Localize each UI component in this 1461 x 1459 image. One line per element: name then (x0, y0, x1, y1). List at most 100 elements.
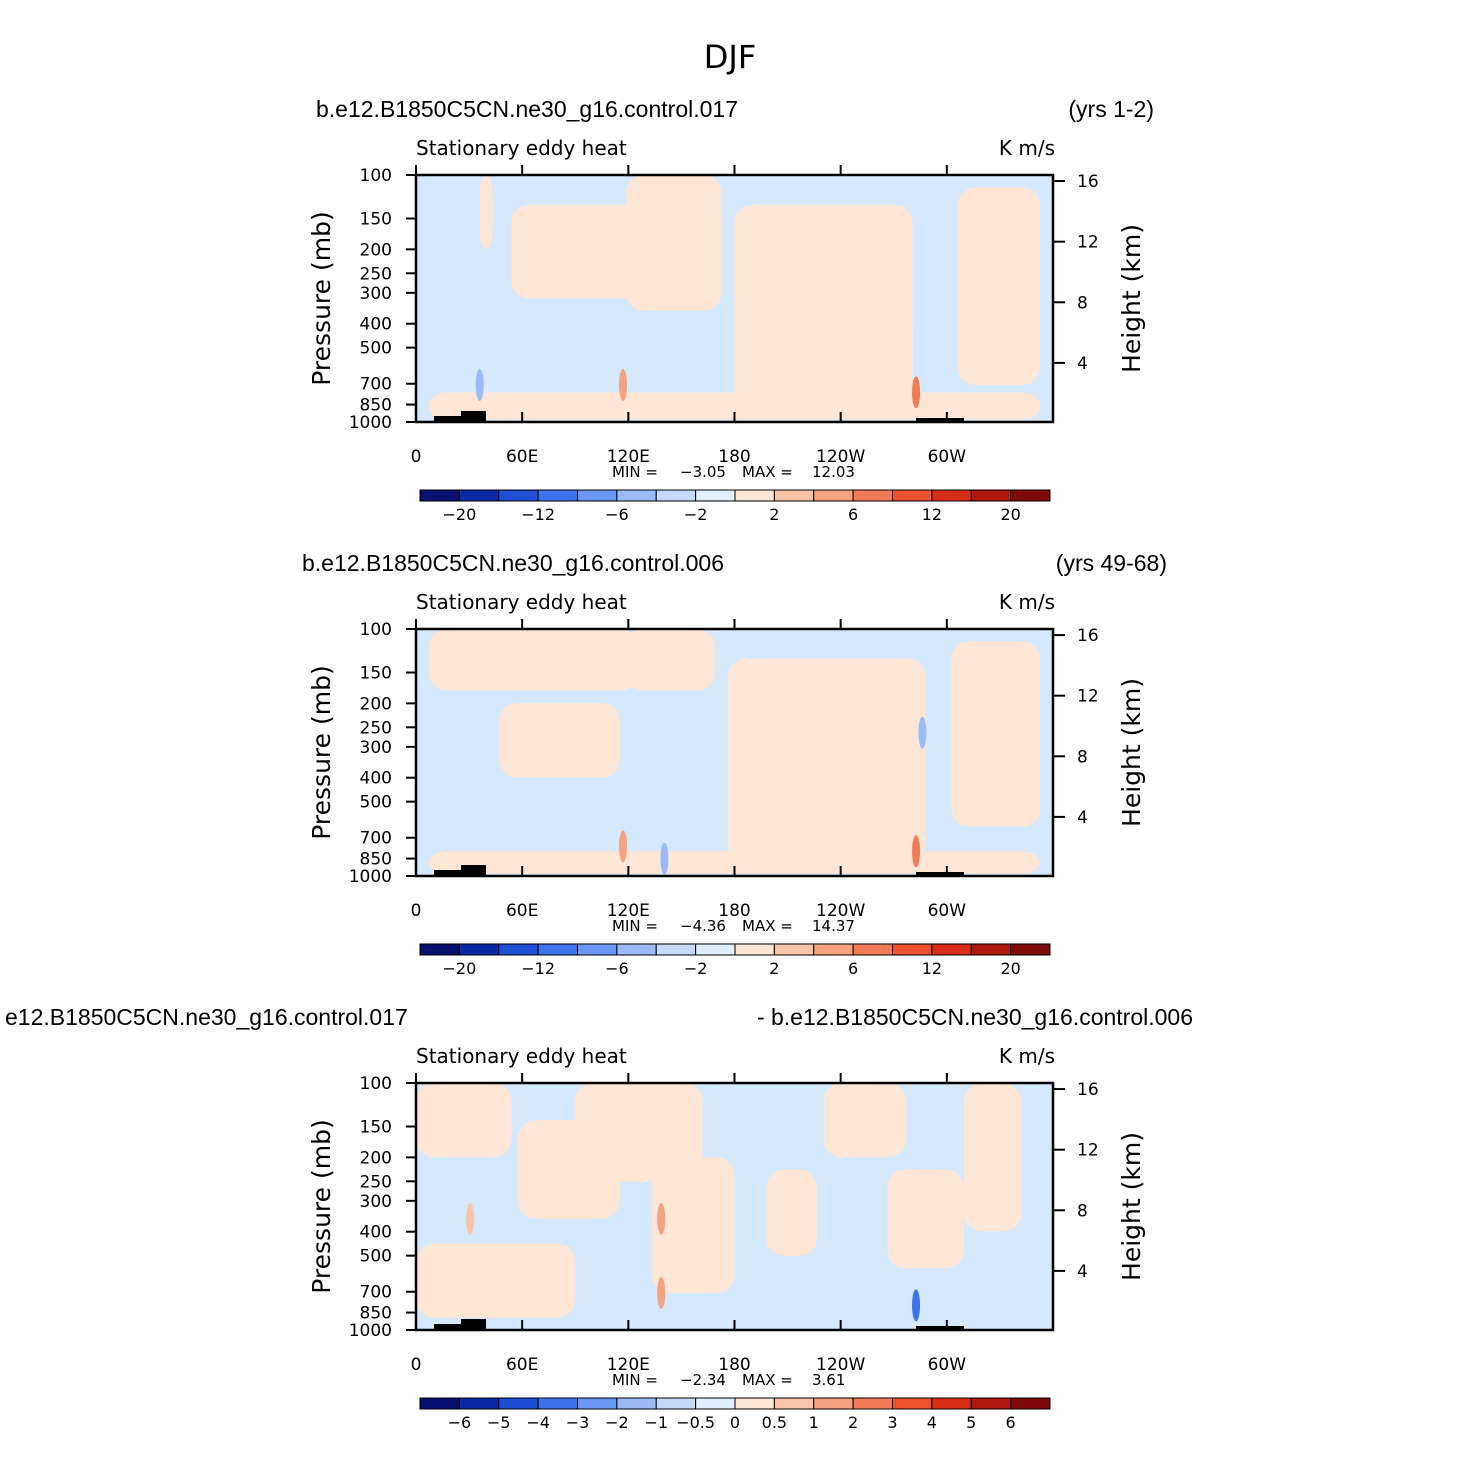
positive-region (823, 1083, 907, 1158)
colorbar-label: −6 (448, 1413, 472, 1432)
colorbar-swatch (734, 1397, 775, 1410)
y2-axis-label: Height (km) (1117, 678, 1146, 827)
colorbar-swatch (458, 1397, 500, 1410)
topography-mask (434, 865, 486, 876)
colorbar-label: −6 (605, 959, 629, 978)
colorbar-swatch (734, 943, 775, 956)
case-label: b.e12.B1850C5CN.ne30_g16.control.006 (302, 550, 724, 576)
y-tick-label: 400 (360, 315, 392, 335)
colorbar-swatch (537, 489, 578, 502)
colorbar-label: 6 (848, 959, 858, 978)
contour-extreme (660, 842, 669, 875)
plot-title: Stationary eddy heat (416, 136, 627, 160)
case-label: e12.B1850C5CN.ne30_g16.control.017 (5, 1004, 408, 1030)
colorbar-swatch (892, 489, 933, 502)
positive-regions (416, 1083, 1022, 1318)
y2-tick-label: 16 (1077, 626, 1099, 646)
contour-extreme (475, 368, 484, 401)
colorbar-swatch (655, 943, 697, 956)
y2-tick-label: 8 (1077, 1201, 1088, 1221)
y2-tick-label: 4 (1077, 354, 1088, 374)
max-value: 3.61 (812, 1371, 845, 1389)
y-tick-label: 300 (360, 1192, 392, 1212)
y-tick-label: 400 (360, 769, 392, 789)
figure-title: DJF (704, 38, 756, 76)
topography-mask (916, 1326, 964, 1330)
positive-regions (428, 175, 1041, 420)
positive-region (766, 310, 913, 418)
topography-mask (916, 872, 964, 876)
x-tick-label: 120W (816, 447, 865, 467)
colorbar-swatch (1010, 943, 1051, 956)
x-tick-label: 180 (718, 1355, 750, 1375)
colorbar-label: −0.5 (676, 1413, 715, 1432)
y-tick-label: 850 (360, 396, 392, 416)
positive-region (766, 1169, 818, 1256)
case-label: b.e12.B1850C5CN.ne30_g16.control.017 (316, 96, 738, 122)
colorbar-swatch (537, 1397, 578, 1410)
positive-region (428, 392, 1041, 420)
colorbar-label: 5 (966, 1413, 976, 1432)
colorbar-label: 12 (922, 505, 942, 524)
positive-region (957, 187, 1041, 385)
y-tick-label: 100 (360, 620, 392, 640)
colorbar-swatch (695, 489, 736, 502)
y-tick-label: 1000 (349, 867, 392, 887)
y2-axis-label: Height (km) (1117, 224, 1146, 373)
contour-extreme (912, 1289, 921, 1322)
colorbar-swatch (577, 1397, 618, 1410)
colorbar-swatch (537, 943, 578, 956)
colorbar-swatch (970, 1397, 1012, 1410)
colorbar-swatch (1010, 1397, 1051, 1410)
x-tick-label: 60E (506, 447, 538, 467)
y-tick-label: 200 (360, 240, 392, 260)
colorbar-swatch (892, 943, 933, 956)
positive-region (428, 851, 1041, 874)
colorbar-swatch (419, 1397, 460, 1410)
y-tick-label: 700 (360, 375, 392, 395)
x-tick-label: 60W (928, 901, 967, 921)
positive-region (479, 175, 493, 250)
colorbar-swatch (813, 943, 854, 956)
colorbar-label: 4 (927, 1413, 937, 1432)
y2-tick-label: 8 (1077, 747, 1088, 767)
colorbar-label: 0.5 (762, 1413, 787, 1432)
colorbar-label: −3 (566, 1413, 590, 1432)
positive-regions (428, 629, 1041, 874)
y2-tick-label: 16 (1077, 1080, 1099, 1100)
colorbar-swatch (892, 1397, 933, 1410)
y2-tick-label: 12 (1077, 233, 1099, 253)
x-tick-label: 120W (816, 901, 865, 921)
colorbar-swatch (419, 489, 460, 502)
colorbar-label: 3 (887, 1413, 897, 1432)
colorbar-label: −20 (442, 505, 476, 524)
x-tick-label: 60W (928, 1355, 967, 1375)
y-axis-label: Pressure (mb) (307, 1119, 336, 1293)
positive-region (498, 703, 620, 778)
y-axis-label: Pressure (mb) (307, 665, 336, 839)
panel-1: b.e12.B1850C5CN.ne30_g16.control.017 (yrs… (307, 96, 1154, 524)
colorbar-swatch (970, 943, 1012, 956)
colorbar-swatch (813, 489, 854, 502)
y-tick-label: 1000 (349, 1321, 392, 1341)
colorbar-label: −12 (521, 505, 555, 524)
panel-3: e12.B1850C5CN.ne30_g16.control.017 - b.e1… (5, 1004, 1193, 1432)
y-tick-label: 200 (360, 1148, 392, 1168)
colorbar-label: −5 (487, 1413, 511, 1432)
contour-extreme (466, 1202, 475, 1235)
positive-region (626, 629, 716, 691)
y2-tick-label: 12 (1077, 687, 1099, 707)
y-tick-label: 700 (360, 1283, 392, 1303)
plot-title: Stationary eddy heat (416, 1044, 627, 1068)
x-tick-label: 0 (411, 901, 422, 921)
positive-region (511, 204, 659, 299)
y2-tick-label: 4 (1077, 808, 1088, 828)
topography-mask (916, 418, 964, 422)
colorbar-swatch (577, 489, 618, 502)
y2-tick-label: 8 (1077, 293, 1088, 313)
min-value: −4.36 (680, 917, 726, 935)
positive-region (428, 629, 639, 691)
contour-extreme (912, 835, 921, 868)
max-label: MAX = (742, 463, 793, 481)
